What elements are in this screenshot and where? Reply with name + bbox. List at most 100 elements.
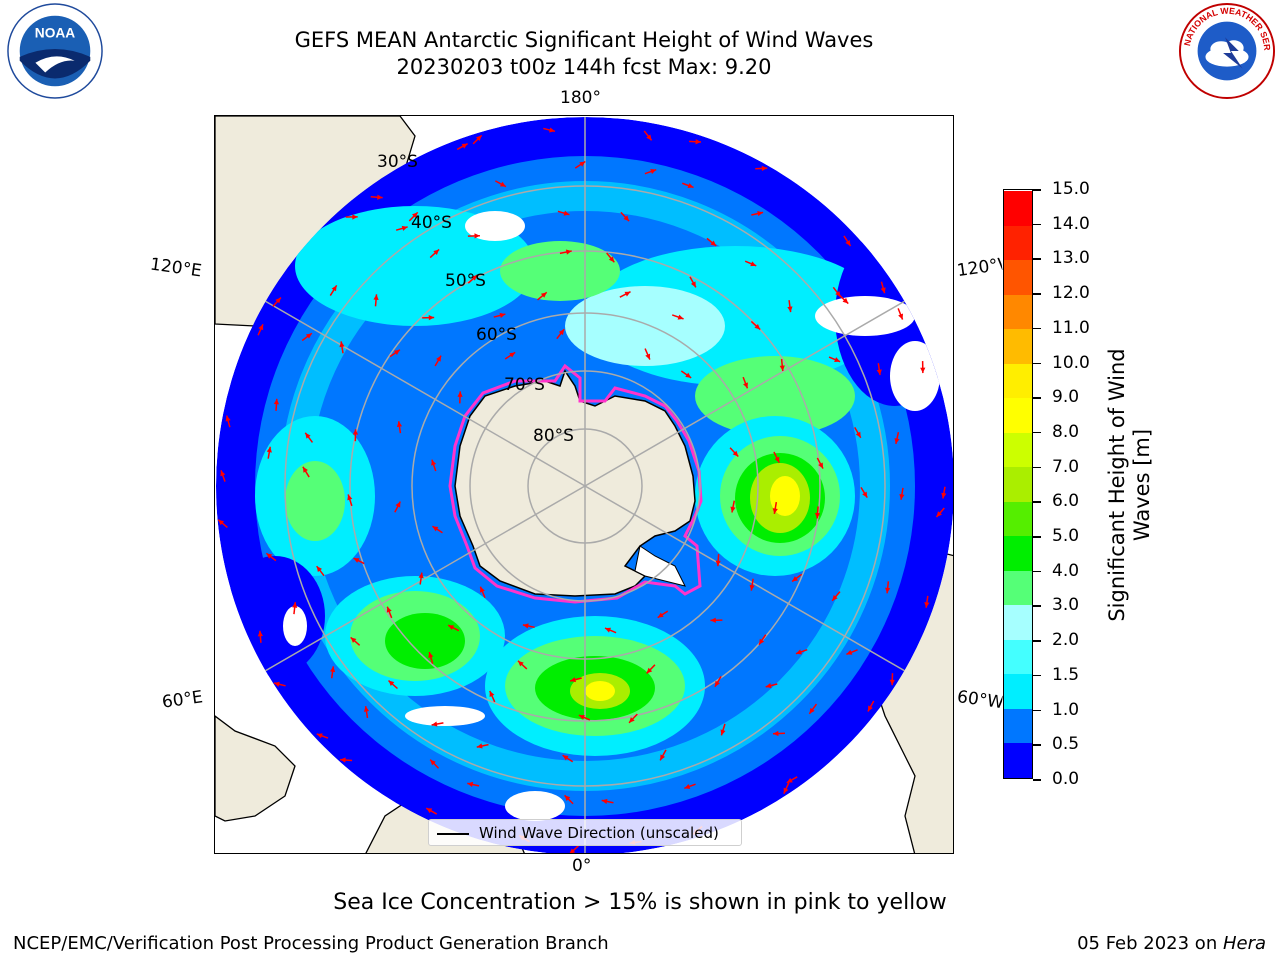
wind-arrow-head xyxy=(924,602,930,608)
map-legend: Wind Wave Direction (unscaled) xyxy=(428,819,742,846)
wind-arrow-head xyxy=(292,602,298,608)
colorbar-segment xyxy=(1004,190,1032,226)
colorbar-tick-label: 1.0 xyxy=(1052,699,1080,720)
wind-arrow-head xyxy=(761,165,768,172)
wind-arrow-head xyxy=(273,398,280,405)
wind-arrow-head xyxy=(834,357,841,363)
colorbar-tick xyxy=(1033,709,1041,712)
svg-text:NOAA: NOAA xyxy=(35,25,75,40)
wind-arrow-head xyxy=(846,649,853,655)
wind-arrow-head xyxy=(876,369,882,376)
wind-arrow-head xyxy=(730,506,736,513)
colorbar-segment xyxy=(1004,535,1032,571)
wind-arrow-head xyxy=(715,560,721,567)
wind-arrow-head xyxy=(330,666,336,673)
wind-arrow-head xyxy=(564,795,571,801)
wind-arrow-head xyxy=(695,139,702,145)
wind-arrow-head xyxy=(629,717,635,723)
wind-arrow-head xyxy=(779,365,785,371)
wind-arrow-head xyxy=(758,638,765,645)
wind-arrow-head xyxy=(352,214,358,220)
wind-arrow-head xyxy=(480,586,485,593)
wind-arrow-head xyxy=(660,754,666,761)
wind-arrow-head xyxy=(772,508,778,514)
wind-arrow-head xyxy=(646,134,652,141)
wind-arrow-head xyxy=(352,429,359,435)
wind-arrow-head xyxy=(549,127,555,133)
colorbar-tick-label: 1.5 xyxy=(1052,664,1080,685)
colorbar-segment xyxy=(1004,742,1032,778)
lon-label-0: 0° xyxy=(572,856,592,876)
wind-arrow-head xyxy=(601,798,608,805)
wind-arrow-head xyxy=(396,421,403,427)
nws-logo: NATIONAL WEATHER SERVICE xyxy=(1178,2,1276,100)
wind-arrow-head xyxy=(754,323,761,330)
colorbar-tick xyxy=(1033,327,1041,330)
wind-arrow-head xyxy=(645,353,651,360)
colorbar-segment xyxy=(1004,397,1032,433)
wind-arrow-head xyxy=(936,511,942,518)
wind-arrow-head xyxy=(393,349,400,355)
wind-arrow-head xyxy=(266,553,273,559)
no-data-patches xyxy=(283,211,940,821)
colorbar-tick-label: 7.0 xyxy=(1052,456,1080,477)
colorbar-tick-label: 14.0 xyxy=(1052,213,1090,234)
wind-arrow-head xyxy=(430,759,436,766)
wind-arrow-head xyxy=(646,667,653,674)
colorbar-tick-label: 2.0 xyxy=(1052,630,1080,651)
graticule xyxy=(216,117,953,853)
colorbar-segment xyxy=(1004,432,1032,468)
wind-arrow-head xyxy=(714,680,720,687)
wind-arrow-head xyxy=(339,341,345,348)
wind-arrow-head xyxy=(732,450,739,457)
wind-arrow-head xyxy=(898,313,904,320)
wind-arrow-head xyxy=(540,292,547,298)
wind-arrow-head xyxy=(316,733,323,739)
wind-arrow-head xyxy=(690,281,696,288)
wind-arrow-head xyxy=(489,690,495,697)
colorbar-tick xyxy=(1033,536,1041,538)
wind-arrow-head xyxy=(558,329,565,336)
wind-arrow-head xyxy=(428,652,434,659)
lon-label-60w: 60°W xyxy=(955,686,1004,714)
wind-arrow-head xyxy=(920,367,926,374)
colorbar xyxy=(1003,189,1033,779)
wind-direction-arrows xyxy=(217,127,947,853)
wind-arrow-head xyxy=(331,285,337,292)
colorbar-tick xyxy=(1033,258,1041,260)
wind-arrow-head xyxy=(388,680,395,687)
lat-label-60s: 60°S xyxy=(476,325,517,345)
wind-arrow-head xyxy=(792,576,798,582)
chart-subtitle: 20230203 t00z 144h fcst Max: 9.20 xyxy=(396,55,772,79)
colorbar-segment xyxy=(1004,501,1032,537)
wind-arrow-head xyxy=(266,446,272,453)
wind-arrow-head xyxy=(657,612,664,618)
wind-arrow-head xyxy=(894,438,900,444)
wind-arrow-head xyxy=(316,566,323,573)
wind-arrow-head xyxy=(710,617,716,623)
wind-arrow-head xyxy=(687,183,694,188)
lon-label-60e: 60°E xyxy=(160,687,205,713)
lat-label-30s: 30°S xyxy=(377,152,418,172)
wind-arrow-head xyxy=(862,491,868,498)
wind-arrow-head xyxy=(467,781,474,788)
wind-arrow-head xyxy=(363,706,370,712)
wind-arrow-head xyxy=(353,558,360,563)
wind-arrow-head xyxy=(225,415,231,422)
colorbar-tick-label: 0.5 xyxy=(1052,734,1080,755)
wind-arrow-head xyxy=(401,225,408,231)
lon-label-180: 180° xyxy=(560,88,601,108)
colorbar-tick-label: 10.0 xyxy=(1052,352,1090,373)
colorbar-tick-label: 11.0 xyxy=(1052,317,1090,338)
polar-map: 30°S 40°S 50°S 60°S 70°S 80°S Wind Wave … xyxy=(214,115,954,854)
wind-arrow-head xyxy=(795,649,802,655)
colorbar-tick-label: 8.0 xyxy=(1052,421,1080,442)
wind-arrow-head xyxy=(257,630,263,637)
wind-arrow-head xyxy=(517,660,524,667)
colorbar-tick-label: 15.0 xyxy=(1052,179,1090,199)
colorbar-segment xyxy=(1004,363,1032,399)
wind-arrow-head xyxy=(448,625,455,630)
wind-arrow-head xyxy=(220,470,226,477)
colorbar-segment xyxy=(1004,225,1032,261)
polar-map-canvas xyxy=(215,116,953,853)
